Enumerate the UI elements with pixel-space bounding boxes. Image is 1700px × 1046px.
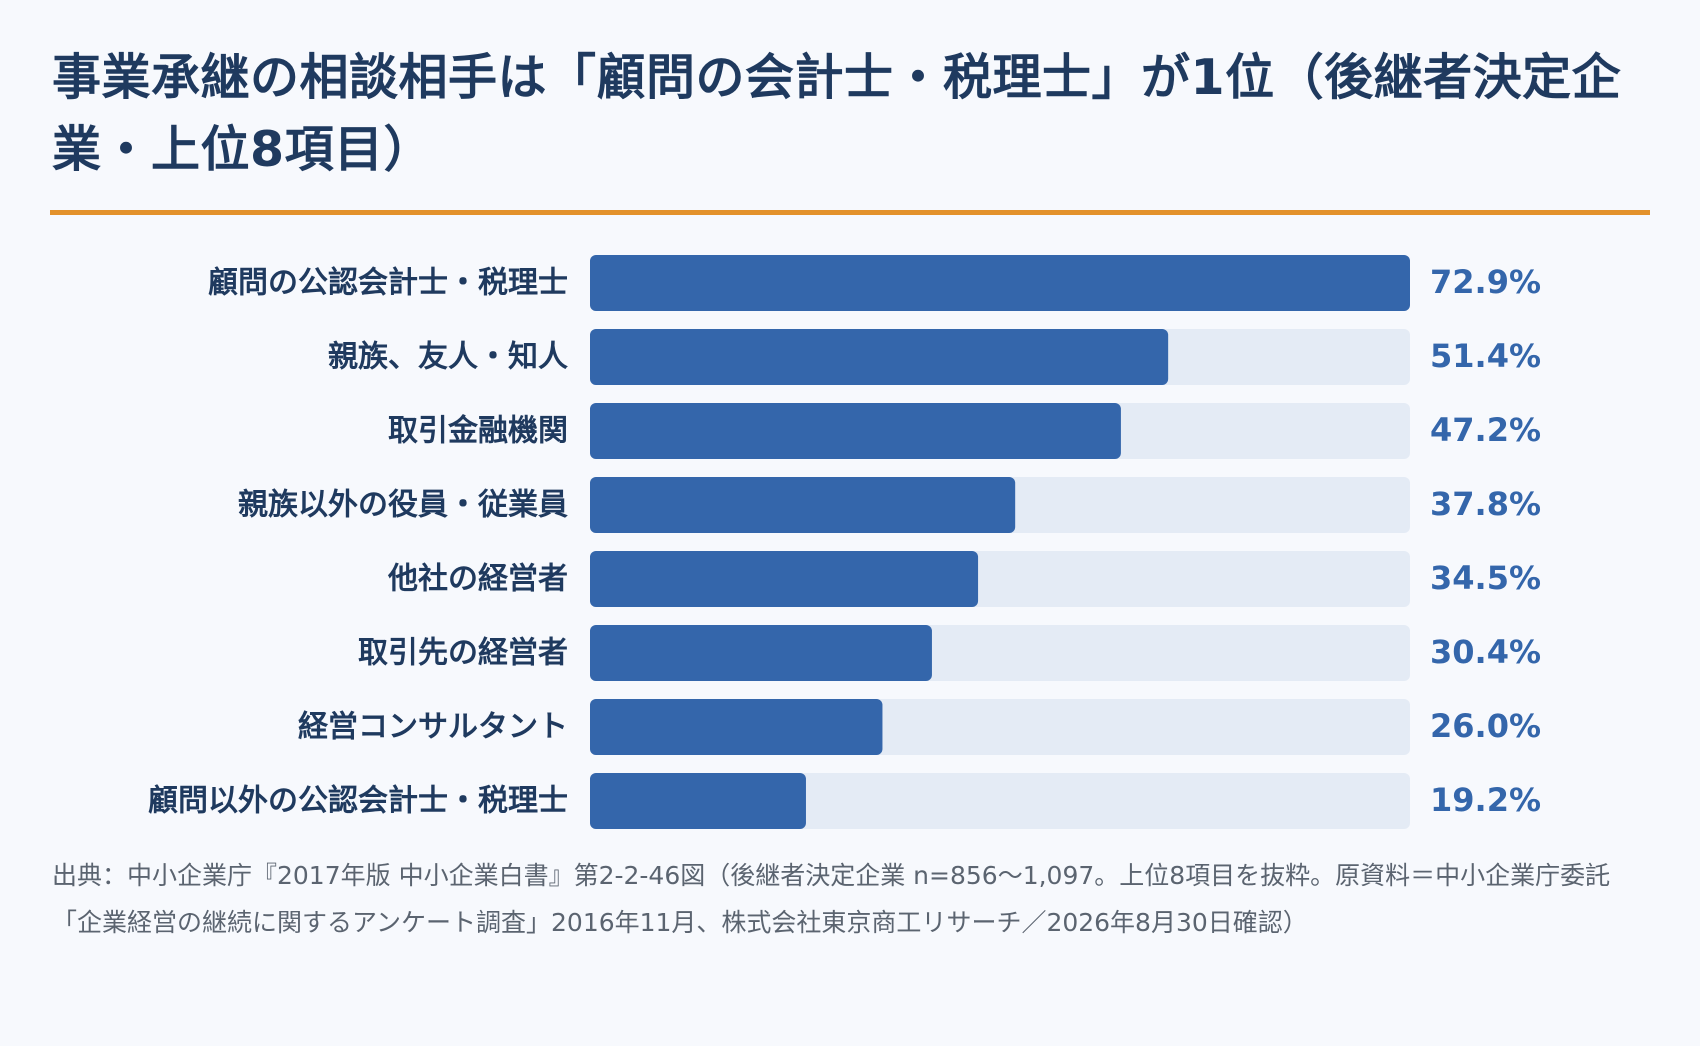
- bar-row: 取引金融機関 47.2%: [388, 403, 1541, 459]
- category-label: 顧問以外の公認会計士・税理士: [148, 784, 568, 819]
- bar: [590, 551, 979, 607]
- title-divider: [50, 210, 1650, 215]
- value-label: 34.5%: [1430, 559, 1541, 597]
- category-label: 顧問の公認会計士・税理士: [208, 266, 568, 301]
- bar: [590, 329, 1169, 385]
- category-label: 取引金融機関: [388, 414, 568, 449]
- chart-title: 事業承継の相談相手は「顧問の会計士・税理士」が1位（後継者決定企業・上位8項目）: [52, 49, 1622, 178]
- bar-row: 顧問以外の公認会計士・税理士 19.2%: [148, 773, 1541, 829]
- value-label: 19.2%: [1430, 781, 1541, 819]
- value-label: 47.2%: [1430, 411, 1541, 449]
- bar: [590, 255, 1410, 311]
- value-label: 30.4%: [1430, 633, 1541, 671]
- bar: [590, 773, 806, 829]
- category-label: 取引先の経営者: [358, 636, 568, 671]
- bar: [590, 699, 883, 755]
- bar-row: 経営コンサルタント 26.0%: [298, 699, 1541, 755]
- value-label: 51.4%: [1430, 337, 1541, 375]
- bar: [590, 403, 1121, 459]
- bar-row: 親族以外の役員・従業員 37.8%: [238, 477, 1541, 533]
- bar: [590, 625, 932, 681]
- bar-row: 他社の経営者 34.5%: [387, 551, 1541, 607]
- bar-group: 顧問の公認会計士・税理士 72.9% 親族、友人・知人 51.4% 取引金融機関 47.2…: [148, 255, 1541, 829]
- value-label: 26.0%: [1430, 707, 1541, 745]
- value-label: 72.9%: [1430, 263, 1541, 301]
- bar: [590, 477, 1016, 533]
- value-label: 37.8%: [1430, 485, 1541, 523]
- source-note: 出典：中小企業庁『2017年版 中小企業白書』第2-2-46図（後継者決定企業 …: [52, 861, 1611, 937]
- bar-row: 親族、友人・知人 51.4%: [328, 329, 1541, 385]
- category-label: 経営コンサルタント: [298, 710, 568, 745]
- bar-row: 取引先の経営者 30.4%: [358, 625, 1541, 681]
- category-label: 他社の経営者: [387, 562, 568, 597]
- category-label: 親族、友人・知人: [328, 340, 568, 375]
- category-label: 親族以外の役員・従業員: [238, 488, 568, 523]
- bar-row: 顧問の公認会計士・税理士 72.9%: [208, 255, 1541, 311]
